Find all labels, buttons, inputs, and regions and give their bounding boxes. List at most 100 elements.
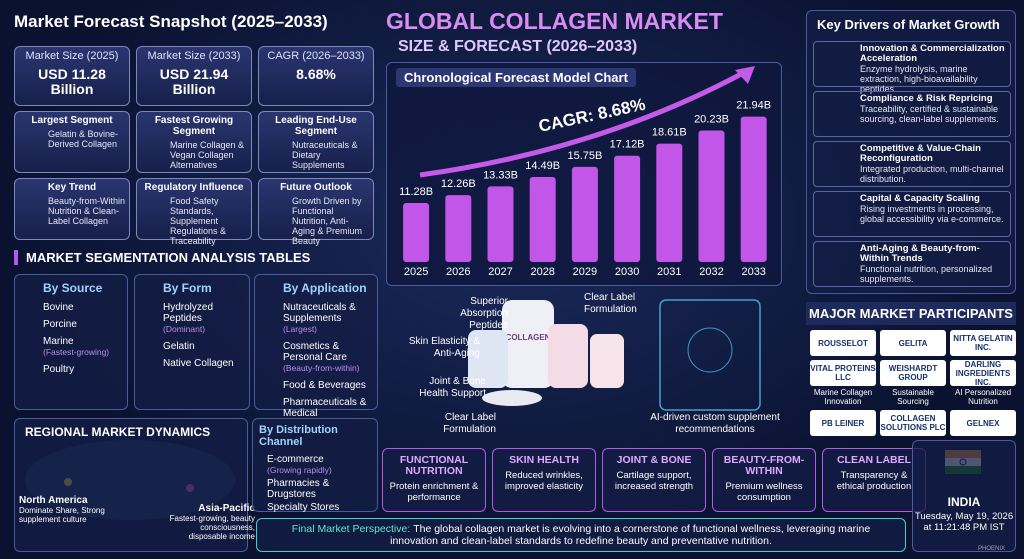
participants-title: MAJOR MARKET PARTICIPANTS [806,302,1016,325]
value-label: 17.12B [610,139,645,151]
metric-value: 8.68% [296,66,336,82]
value-label: 21.94B [736,100,771,112]
distribution-item: E-commerce (Growing rapidly) [253,453,377,477]
distribution-panel: By Distribution Channel E-commerce (Growin… [252,418,378,514]
driver-item: Competitive & Value-Chain Reconfiguratio… [813,141,1011,187]
value-label: 20.23B [694,114,729,126]
callout: Skin Elasticity & Anti-Aging [408,336,480,359]
driver-item: Capital & Capacity Scaling Rising investm… [813,191,1011,237]
card-text: Nutraceuticals & Dietary Supplements [292,140,358,170]
region: Asia-Pacific Fastest-growing, beauty cons… [165,503,255,541]
x-tick-label: 2030 [615,266,639,278]
value-label: 12.26B [441,178,476,190]
powder-bowl [482,390,542,406]
segment-card: Leading End-Use Segment Nutraceuticals & … [258,111,374,173]
callout: Superior Absorption Peptides [460,296,508,331]
item-label: Pharmacies & Drugstores [267,478,330,500]
benefit-title: FUNCTIONAL NUTRITION [399,454,469,477]
value-label: 15.75B [567,150,602,162]
item-label: Food & Beverages [283,380,366,391]
driver-title: Compliance & Risk Repricing [860,93,993,104]
x-tick-label: 2031 [657,266,681,278]
company-logo: VITAL PROTEINS LLC [810,360,876,386]
company-logo: WEISHARDT GROUP [880,360,946,386]
column-item: Gelatin [135,338,249,355]
card-title: Regulatory Influence [144,182,244,193]
card-title: Fastest Growing Segment [154,115,234,137]
bar [487,186,514,262]
company-logo: PB LEINER [810,410,876,436]
watermark: PHOENIX [978,546,1006,552]
item-note: (Largest) [283,324,318,334]
column-title: By Source [43,281,103,295]
regional-panel: REGIONAL MARKET DYNAMICS North America Dom… [14,418,255,552]
drivers-panel: Key Drivers of Market Growth Innovation &… [806,10,1016,294]
bar [656,143,683,262]
value-label: 11.28B [399,186,433,198]
item-label: Cosmetics & Personal Care [283,341,347,363]
column-title: By Form [163,281,212,295]
item-label: Pharmaceuticals & Medical [283,397,367,419]
card-title: Key Trend [47,182,97,193]
ai-screen [659,299,761,411]
driver-title: Anti-Aging & Beauty-from-Within Trends [860,243,980,264]
segmentation-title: MARKET SEGMENTATION ANALYSIS TABLES [14,250,310,265]
region-text: Fastest-growing, beauty consciousness, d… [169,514,255,541]
company-caption: Sustainable Sourcing [892,388,934,406]
metric-label: Market Size (2033) [147,50,241,62]
benefit-title: BEAUTY-FROM-WITHIN [723,454,805,477]
company-logo: GELNEX [950,410,1016,436]
benefit-card: CLEAN LABEL Transparency & ethical produc… [822,448,926,512]
x-tick-label: 2026 [446,266,470,278]
metric-card: Market Size (2033) USD 21.94 Billion [136,46,252,106]
bar [571,166,598,262]
company-logo: GELITA [880,330,946,356]
driver-item: Innovation & Commercialization Accelerat… [813,41,1011,94]
distribution-title: By Distribution Channel [259,424,338,448]
date: Tuesday, May 19, 2026 [914,511,1014,522]
distribution-item: Pharmacies & Drugstores [253,477,377,501]
item-label: Native Collagen [163,358,234,369]
bottle [590,334,624,388]
benefit-card: JOINT & BONE Cartilage support, increased… [602,448,706,512]
snapshot-title: Market Forecast Snapshot (2025–2033) [14,12,328,31]
distribution-item: Specialty Stores [253,501,377,514]
bottle [468,330,508,388]
bottle [548,324,588,388]
driver-title: Innovation & Commercialization Accelerat… [860,43,1005,64]
driver-title: Competitive & Value-Chain Reconfiguratio… [860,143,981,164]
item-label: Specialty Stores [267,502,340,513]
segment-column: By Form Hydrolyzed Peptides (Dominant) Gela… [134,274,250,410]
item-label: Porcine [43,319,77,330]
benefit-title: SKIN HEALTH [509,454,579,466]
driver-item: Compliance & Risk Repricing Traceability,… [813,91,1011,137]
item-label: E-commerce [267,454,324,465]
card-text: Beauty-from-Within Nutrition & Clean-Lab… [48,196,126,226]
ai-figure [687,327,733,373]
item-note: (Dominant) [163,324,206,334]
bar [403,203,430,262]
item-label: Hydrolyzed Peptides [163,302,214,324]
region-name: Asia-Pacific [198,503,255,514]
x-tick-label: 2027 [488,266,512,278]
value-label: 13.33B [483,169,518,181]
bottle-label: COLLAGEN [506,333,551,342]
cagr-annotation: CAGR: 8.68% [537,95,647,136]
chart-title: Chronological Forecast Model Chart [396,68,636,87]
column-item: Food & Beverages [255,377,377,394]
benefit-card: FUNCTIONAL NUTRITION Protein enrichment &… [382,448,486,512]
item-label: Poultry [43,364,75,375]
column-item: Cosmetics & Personal Care (Beauty-from-wi… [255,338,377,377]
benefit-title: JOINT & BONE [616,454,692,466]
driver-text: Functional nutrition, personalized suppl… [860,264,993,284]
benefit-card: SKIN HEALTH Reduced wrinkles, improved el… [492,448,596,512]
item-note: (Growing rapidly) [267,465,332,475]
metric-value: USD 11.28 Billion [38,66,106,97]
region-name: North America [19,495,88,506]
benefit-text: Cartilage support, increased strength [614,470,694,492]
time: at 11:21:48 PM IST [923,522,1005,533]
bar [614,155,641,262]
metric-value: USD 21.94 Billion [159,66,229,97]
item-label: Gelatin [163,341,195,352]
